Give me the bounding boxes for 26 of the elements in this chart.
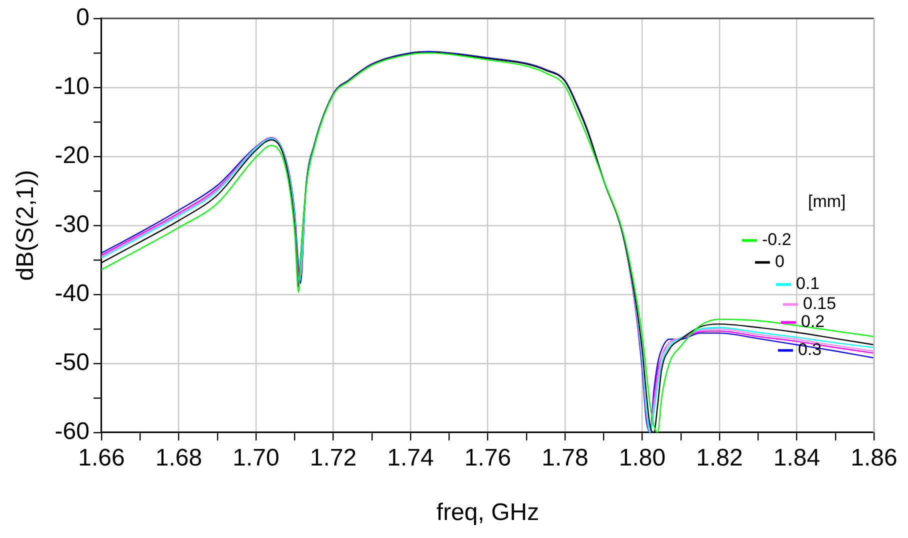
text: 1.80 — [618, 444, 666, 472]
y-tick-label: -60 — [54, 418, 90, 446]
x-tick-label: 1.84 — [773, 444, 820, 472]
x-tick-label: 1.72 — [310, 444, 357, 472]
x-tick-label: 1.82 — [696, 444, 743, 472]
text: 1.70 — [232, 444, 280, 472]
x-tick-label: 1.78 — [542, 444, 588, 472]
x-tick-label: 1.74 — [387, 444, 434, 472]
y-tick-label: -30 — [54, 211, 90, 238]
legend-label: -0.2 — [762, 230, 792, 250]
y-tick-label: -10 — [54, 73, 90, 100]
x-axis-title: freq, GHz — [436, 499, 540, 526]
y-tick-label: -40 — [54, 280, 90, 308]
y-tick-label: -50 — [54, 349, 90, 376]
legend-label: 0 — [775, 252, 784, 272]
legend-label: 0.2 — [801, 312, 825, 332]
x-tick-label: 1.76 — [464, 444, 512, 472]
legend-label: 0.15 — [803, 294, 836, 314]
y-axis-title: dB(S(2,1)) — [12, 170, 40, 281]
legend-title: [mm] — [808, 192, 846, 212]
y-tick-label: 0 — [76, 4, 90, 32]
y-tick-label: -20 — [54, 142, 90, 170]
legend-label: 0.1 — [796, 274, 820, 294]
x-tick-label: 1.86 — [850, 444, 898, 472]
x-tick-label: 1.66 — [78, 444, 125, 472]
x-tick-label: 1.68 — [155, 444, 202, 472]
